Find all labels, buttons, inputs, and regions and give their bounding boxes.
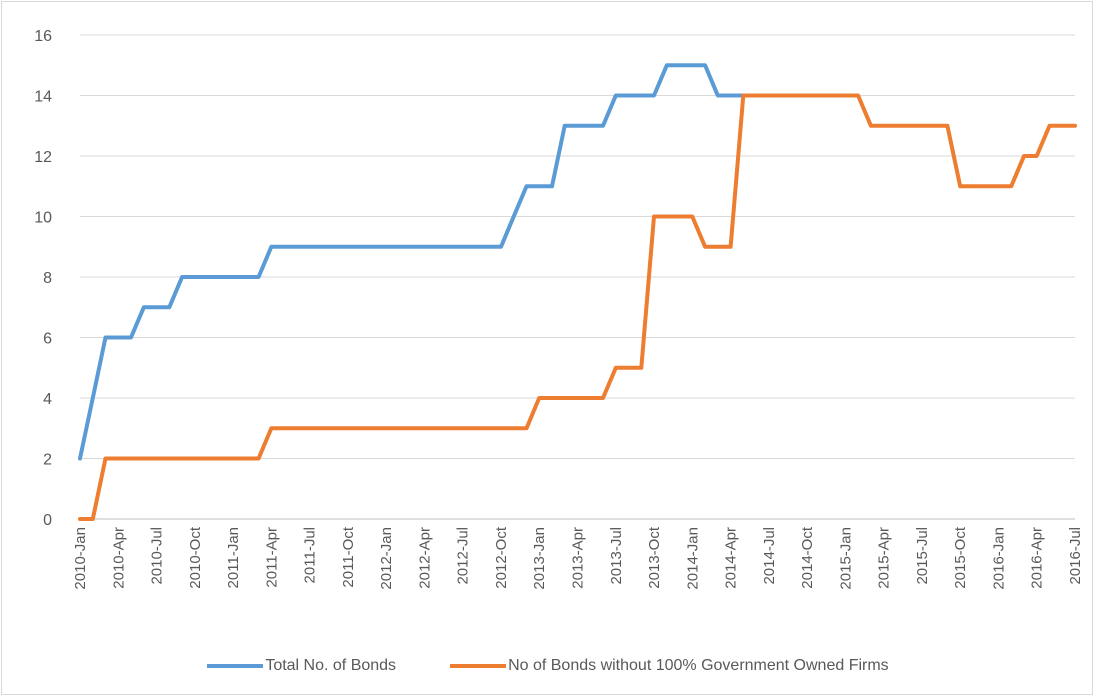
y-tick-label: 14: [34, 89, 52, 106]
x-tick-label: 2010-Jul: [149, 527, 166, 585]
x-tick-label: 2014-Jul: [761, 527, 778, 585]
x-tick-label: 2012-Jul: [455, 527, 472, 585]
x-tick-label: 2012-Oct: [493, 526, 510, 589]
legend-item-non-government-bonds: No of Bonds without 100% Government Owne…: [450, 657, 889, 675]
legend-swatch-non-government-bonds: [450, 664, 507, 668]
x-tick-label: 2010-Oct: [187, 526, 204, 589]
x-tick-label: 2015-Apr: [876, 527, 893, 589]
x-tick-label: 2016-Jul: [1067, 527, 1084, 585]
gridlines: [80, 34, 1075, 459]
y-tick-label: 16: [34, 28, 52, 45]
y-tick-label: 8: [43, 270, 52, 287]
legend-label-non-government-bonds: No of Bonds without 100% Government Owne…: [508, 657, 889, 674]
legend-swatch-total-bonds: [207, 664, 264, 668]
x-tick-label: 2016-Apr: [1029, 527, 1046, 589]
x-tick-label: 2013-Jul: [608, 527, 625, 585]
x-tick-label: 2010-Apr: [110, 527, 127, 589]
x-tick-label: 2013-Apr: [570, 527, 587, 589]
y-axis-tick-labels: 0 2 4 6 8 10 12 14 16: [34, 28, 52, 529]
y-tick-label: 2: [43, 452, 52, 469]
legend-label-total-bonds: Total No. of Bonds: [265, 657, 397, 674]
x-tick-label: 2011-Oct: [340, 526, 357, 587]
y-tick-label: 4: [43, 391, 52, 408]
x-tick-label: 2011-Apr: [263, 527, 280, 588]
x-tick-label: 2014-Jan: [684, 527, 701, 590]
series-line-1: [78, 93, 1077, 521]
x-tick-label: 2014-Oct: [799, 526, 816, 589]
y-tick-label: 0: [43, 512, 52, 529]
x-tick-label: 2013-Jan: [531, 527, 548, 590]
x-tick-label: 2011-Jan: [225, 527, 242, 588]
x-tick-label: 2016-Jan: [990, 527, 1007, 590]
y-tick-label: 10: [34, 210, 52, 227]
x-tick-label: 2013-Oct: [646, 526, 663, 589]
series-lines: [78, 63, 1077, 521]
x-tick-label: 2012-Jan: [378, 527, 395, 590]
x-tick-label: 2015-Jan: [837, 527, 854, 590]
x-tick-label: 2015-Jul: [914, 527, 931, 585]
series-line-0: [78, 63, 771, 461]
legend-item-total-bonds: Total No. of Bonds: [207, 657, 396, 675]
y-tick-label: 12: [34, 149, 52, 166]
x-tick-label: 2012-Apr: [416, 527, 433, 589]
x-tick-label: 2015-Oct: [952, 526, 969, 589]
y-tick-label: 6: [43, 331, 52, 348]
legend: Total No. of Bonds No of Bonds without 1…: [2, 654, 1094, 678]
x-tick-label: 2010-Jan: [72, 527, 89, 590]
x-tick-label: 2014-Apr: [723, 527, 740, 589]
x-tick-label: 2011-Jul: [302, 527, 319, 583]
x-axis-tick-labels: 2010-Jan 2010-Apr 2010-Jul 2010-Oct 2011-Jan…: [72, 526, 1084, 589]
